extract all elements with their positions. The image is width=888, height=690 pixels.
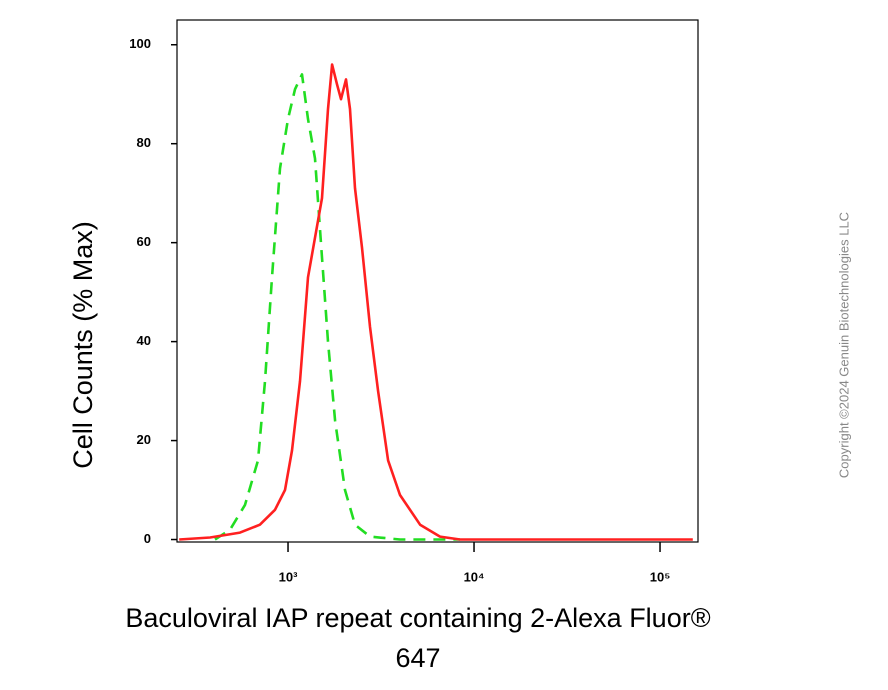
x-tick-label: 10⁴ [464, 569, 485, 584]
y-tick-label: 0 [144, 531, 151, 546]
series-line [179, 63, 693, 541]
y-tick-label: 20 [137, 432, 151, 447]
y-tick-label: 40 [137, 333, 151, 348]
series-line [214, 73, 460, 541]
watermark: Copyright ©2024 Genuin Biotechnologies L… [836, 212, 851, 478]
x-axis-label: Baculoviral IAP repeat containing 2-Alex… [125, 603, 710, 633]
y-tick-label: 60 [137, 234, 151, 249]
x-tick-label: 10⁵ [650, 569, 671, 584]
x-axis-label: 647 [395, 643, 440, 673]
plot-frame [176, 19, 699, 543]
y-tick-label: 100 [129, 36, 151, 51]
y-axis-label: Cell Counts (% Max) [68, 221, 98, 469]
x-tick-label: 10³ [279, 569, 298, 584]
y-tick-label: 80 [137, 135, 151, 150]
